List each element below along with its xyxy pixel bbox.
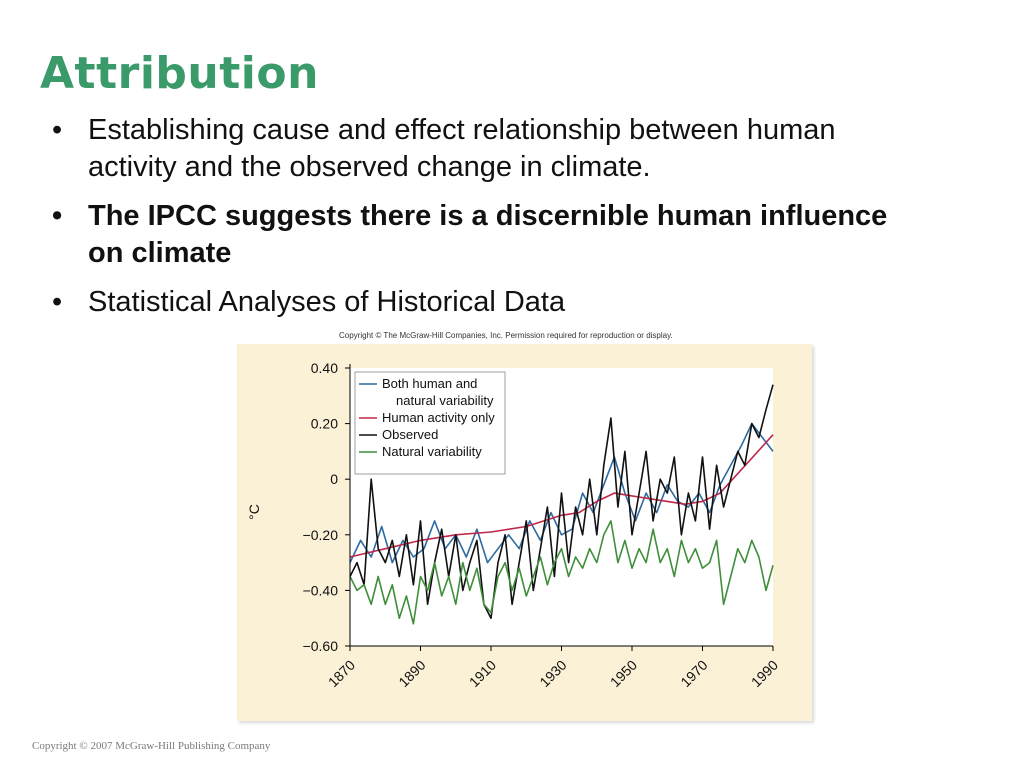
bullet-text: Statistical Analyses of Historical Data (88, 286, 566, 318)
bullet-text: The IPCC suggests there is a discernible… (88, 200, 888, 269)
y-tick-label: −0.40 (303, 582, 339, 598)
bullet-item: • Statistical Analyses of Historical Dat… (52, 284, 912, 321)
x-tick-label: 1910 (466, 657, 499, 690)
legend-box (354, 371, 506, 475)
x-tick-label: 1890 (395, 657, 428, 690)
legend-label: natural variability (396, 393, 494, 408)
legend-label: Observed (382, 427, 438, 442)
x-tick-label: 1930 (536, 657, 569, 690)
bullet-item: • The IPCC suggests there is a discernib… (52, 198, 912, 272)
y-tick-label: 0.40 (311, 360, 338, 376)
legend-label: Human activity only (382, 410, 495, 425)
y-tick-label: −0.60 (303, 638, 339, 654)
slide-title: Attribution (40, 48, 319, 99)
bullet-marker: • (52, 114, 63, 146)
bullet-marker: • (52, 286, 63, 318)
chart-panel: 0.40 0.20 0 −0.20 −0.40 −0.60 1870 1890 1910 1930… (237, 344, 812, 721)
x-tick-label: 1990 (748, 657, 781, 690)
bullet-text: Establishing cause and effect relationsh… (88, 114, 836, 183)
y-tick-label: 0 (330, 471, 338, 487)
chart-copyright-notice: Copyright © The McGraw-Hill Companies, I… (339, 331, 673, 340)
bullet-marker: • (52, 200, 63, 232)
x-tick-label: 1950 (607, 657, 640, 690)
y-axis-label: °C (246, 504, 262, 520)
x-tick-label: 1970 (677, 657, 710, 690)
x-tick-label: 1870 (325, 657, 358, 690)
series-line-3 (349, 520, 774, 625)
footer-copyright: Copyright © 2007 McGraw-Hill Publishing … (32, 740, 271, 752)
bullet-item: • Establishing cause and effect relation… (52, 112, 912, 186)
y-tick-label: 0.20 (311, 416, 338, 432)
legend-label: Both human and (382, 376, 477, 391)
series-line-0 (349, 422, 774, 564)
bullet-list: • Establishing cause and effect relation… (52, 112, 912, 333)
temperature-chart: 0.40 0.20 0 −0.20 −0.40 −0.60 1870 1890 1910 1930… (246, 360, 781, 690)
y-tick-label: −0.20 (303, 527, 339, 543)
legend-label: Natural variability (382, 444, 482, 459)
series-line-2 (349, 384, 774, 620)
